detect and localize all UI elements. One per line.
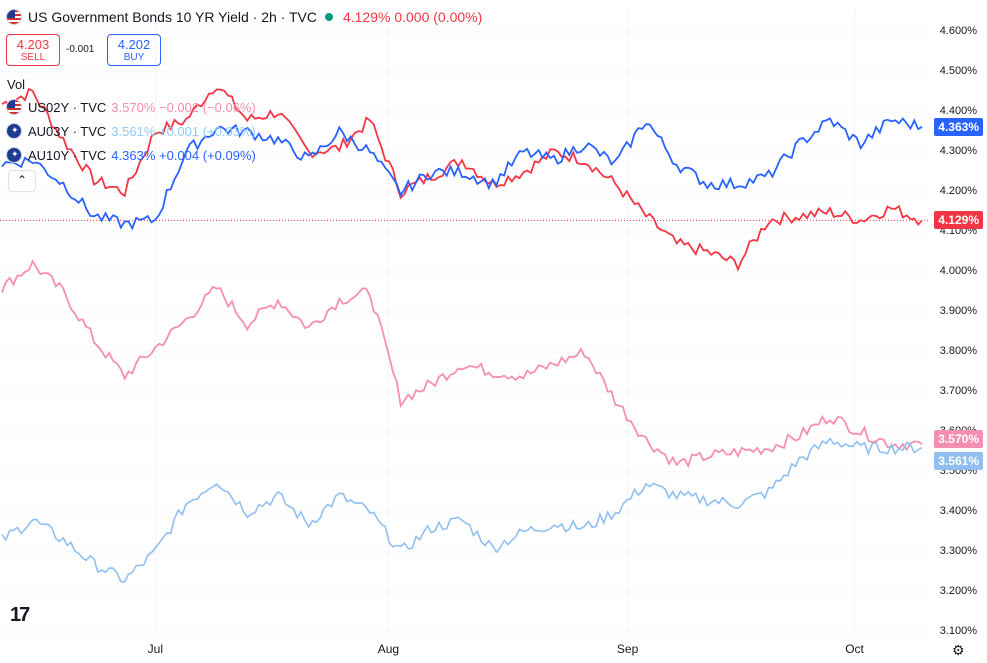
- us-flag-icon: [6, 99, 22, 115]
- legend-item-au10y[interactable]: AU10Y · TVC 4.363% +0.004 (+0.09%): [6, 146, 256, 164]
- series-line-us10y: [1, 87, 923, 272]
- legend-change: +0.001 (+0.03%): [159, 123, 256, 139]
- header-change: 0.000 (0.00%): [394, 9, 483, 25]
- legend-value: 3.570%: [111, 99, 156, 115]
- x-tick-label: Jul: [147, 642, 163, 656]
- y-tick-label: 3.300%: [939, 545, 977, 557]
- au-flag-icon: [6, 147, 22, 163]
- buy-price: 4.202: [117, 37, 151, 52]
- x-tick-label: Sep: [616, 642, 639, 656]
- price-label-au10y: 4.363%: [934, 117, 983, 136]
- x-tick-label: Aug: [377, 642, 400, 656]
- legend-item-us02y[interactable]: US02Y · TVC 3.570% −0.002 (−0.06%): [6, 98, 256, 116]
- y-tick-label: 3.400%: [939, 505, 977, 517]
- series-line-au03y: [1, 437, 923, 583]
- chart-header: US Government Bonds 10 YR Yield · 2h · T…: [6, 6, 482, 28]
- header-price: 4.129%: [342, 9, 391, 25]
- y-tick-label: 4.200%: [939, 185, 977, 197]
- y-tick-label: 3.100%: [939, 625, 977, 637]
- series-lines: [1, 87, 923, 583]
- y-tick-label: 4.400%: [939, 105, 977, 117]
- price-label-us02y: 3.570%: [934, 430, 983, 448]
- series-line-au10y: [1, 117, 923, 231]
- legend-change: +0.004 (+0.09%): [159, 147, 256, 163]
- y-tick-label: 4.300%: [939, 145, 977, 157]
- legend-symbol: AU03Y · TVC: [28, 123, 107, 139]
- tradingview-logo-icon[interactable]: 17: [10, 604, 30, 626]
- price-label-au03y: 3.561%: [934, 451, 983, 470]
- sell-label: SELL: [20, 52, 46, 63]
- y-tick-label: 4.000%: [939, 265, 977, 277]
- sell-price: 4.203: [16, 37, 50, 52]
- x-tick-label: Oct: [845, 642, 864, 656]
- market-open-icon: [324, 13, 333, 21]
- grid: [0, 10, 928, 633]
- legend-symbol: US02Y · TVC: [28, 99, 107, 115]
- spread-value: -0.001: [66, 44, 95, 55]
- series-line-us02y: [1, 259, 923, 469]
- volume-label[interactable]: Vol: [7, 77, 26, 92]
- y-tick-label: 3.200%: [939, 585, 977, 597]
- sell-button[interactable]: 4.203 SELL: [6, 34, 60, 66]
- y-tick-label: 4.500%: [939, 65, 977, 77]
- legend-symbol: AU10Y · TVC: [28, 147, 107, 163]
- legend-value: 3.561%: [111, 123, 156, 139]
- buy-button[interactable]: 4.202 BUY: [107, 34, 161, 66]
- legend-value: 4.363%: [111, 147, 156, 163]
- au-flag-icon: [6, 123, 22, 139]
- y-tick-label: 3.700%: [939, 385, 977, 397]
- price-label-us10y: 4.129%: [934, 211, 983, 230]
- y-tick-label: 3.900%: [939, 305, 977, 317]
- buy-label: BUY: [123, 52, 145, 63]
- y-tick-label: 3.800%: [939, 345, 977, 357]
- legend-item-au03y[interactable]: AU03Y · TVC 3.561% +0.001 (+0.03%): [6, 122, 256, 140]
- us-flag-icon: [6, 9, 22, 25]
- collapse-legend-button[interactable]: ⌃: [8, 170, 36, 192]
- chevron-up-icon: ⌃: [16, 173, 28, 187]
- symbol-title[interactable]: US Government Bonds 10 YR Yield · 2h · T…: [28, 9, 317, 25]
- gear-icon[interactable]: ⚙: [952, 642, 965, 658]
- legend-change: −0.002 (−0.06%): [159, 99, 256, 115]
- y-tick-label: 4.600%: [939, 25, 977, 37]
